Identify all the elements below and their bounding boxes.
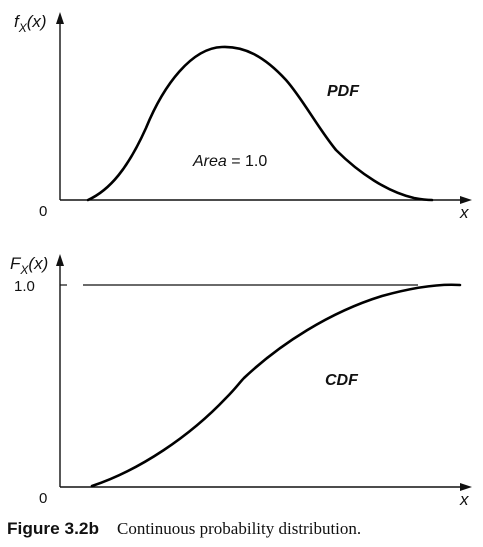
caption-text: Continuous probability distribution. [117, 519, 361, 538]
pdf-area-word: Area [192, 153, 227, 170]
caption-number: Figure 3.2b [7, 519, 99, 538]
cdf-x-axis-label: x [459, 490, 469, 509]
pdf-x-axis-arrow-icon [460, 196, 472, 204]
cdf-curve [90, 283, 462, 488]
cdf-x-axis-arrow-icon [460, 483, 472, 491]
cdf-curve-label: CDF [325, 372, 359, 389]
cdf-tick-label: 1.0 [14, 278, 35, 295]
pdf-y-label-main: f [14, 12, 21, 31]
pdf-curve-label: PDF [327, 83, 360, 100]
cdf-y-label-main: F [10, 254, 22, 273]
cdf-y-label-arg: (x) [28, 254, 48, 273]
pdf-y-label-sub: X [18, 21, 28, 35]
pdf-y-label-arg: (x) [27, 12, 47, 31]
pdf-y-axis-arrow-icon [56, 12, 64, 24]
pdf-area-label: Area = 1.0 [192, 153, 267, 170]
cdf-y-axis-arrow-icon [56, 254, 64, 266]
cdf-y-axis-label: FX(x) [10, 254, 48, 277]
cdf-panel: FX(x) 1.0 0 x CDF [10, 254, 472, 509]
pdf-x-axis-label: x [459, 203, 469, 222]
caption: Figure 3.2b Continuous probability distr… [7, 519, 361, 538]
pdf-y-axis-label: fX(x) [14, 12, 47, 35]
pdf-curve [86, 45, 434, 202]
pdf-panel: fX(x) 0 x PDF Area = 1.0 [14, 12, 472, 222]
pdf-area-value: = 1.0 [227, 153, 268, 170]
cdf-origin-label: 0 [39, 490, 47, 507]
pdf-origin-label: 0 [39, 203, 47, 220]
cdf-y-label-sub: X [19, 263, 29, 277]
